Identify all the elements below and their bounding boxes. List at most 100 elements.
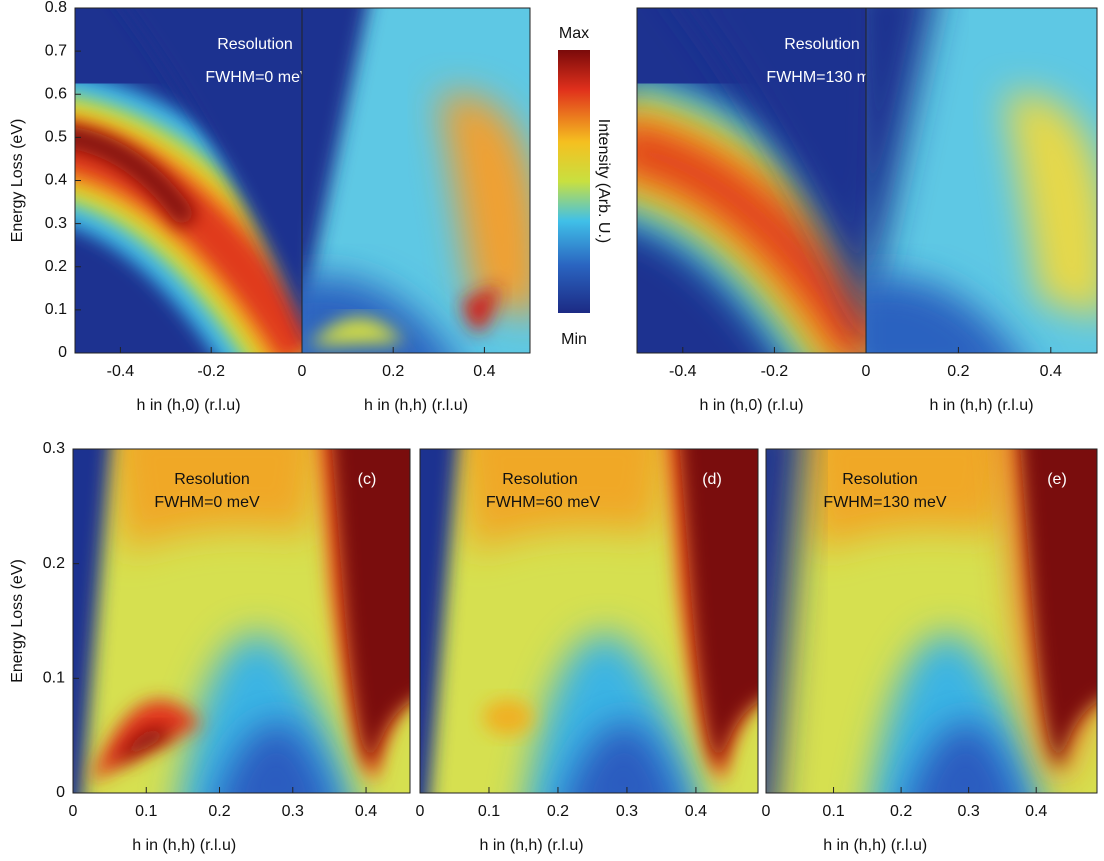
x-tick-label: 0.2	[208, 803, 230, 820]
annotation: FWHM=130 meV	[766, 69, 889, 86]
x-tick-label: 0	[416, 803, 425, 820]
y-tick-label: 0.3	[43, 440, 65, 457]
y-tick-label: 0	[58, 344, 67, 361]
colorbar-label: Intensity (Arb. U.)	[595, 119, 612, 243]
panel-label: (d)	[702, 471, 722, 488]
heatmap-region	[308, 317, 405, 347]
heatmap-region	[1020, 449, 1097, 769]
x-axis-label: h in (h,h) (r.l.u)	[480, 837, 584, 854]
x-tick-label: -0.2	[197, 363, 225, 380]
x-tick-label: 0.2	[382, 363, 404, 380]
heatmap	[766, 449, 1097, 793]
annotation: FWHM=0 meV	[154, 494, 260, 511]
x-tick-label: 0.4	[355, 803, 377, 820]
heatmap	[302, 8, 530, 353]
heatmap-region	[110, 449, 321, 553]
annotation: Resolution	[217, 36, 293, 53]
x-tick-label: -0.4	[669, 363, 697, 380]
x-axis-label: h in (h,h) (r.l.u)	[823, 837, 927, 854]
y-tick-label: 0.1	[43, 670, 65, 687]
heatmap-region	[866, 8, 933, 317]
heatmap-region	[218, 722, 333, 793]
x-tick-label: 0	[298, 363, 307, 380]
heatmap-region	[909, 722, 1021, 793]
plot-frame	[865, 7, 1098, 354]
heatmap-region	[331, 449, 410, 769]
panel-label: (e)	[1047, 471, 1067, 488]
annotation: Resolution	[784, 36, 860, 53]
x-tick-label: 0.4	[685, 803, 707, 820]
x-tick-label: 0	[862, 363, 871, 380]
plot-frame	[72, 448, 411, 794]
y-tick-label: 0.6	[45, 85, 67, 102]
x-axis-label: h in (h,h) (r.l.u)	[132, 837, 236, 854]
x-tick-label: -0.4	[107, 363, 135, 380]
annotation: FWHM=130 meV	[823, 494, 946, 511]
x-tick-label: 0.3	[958, 803, 980, 820]
heatmap-region	[302, 8, 368, 317]
heatmap	[75, 8, 302, 353]
heatmap-region	[766, 449, 803, 793]
x-axis-label: h in (h,h) (r.l.u)	[929, 397, 1033, 414]
x-tick-label: 0.4	[473, 363, 495, 380]
heatmap	[73, 449, 410, 793]
panel-label: (c)	[358, 471, 377, 488]
x-axis-label: h in (h,0) (r.l.u)	[136, 397, 240, 414]
x-axis-label: h in (h,h) (r.l.u)	[364, 397, 468, 414]
annotation: FWHM=60 meV	[486, 494, 601, 511]
y-tick-label: 0.3	[45, 215, 67, 232]
y-tick-label: 0.2	[45, 258, 67, 275]
x-tick-label: 0.3	[616, 803, 638, 820]
plot-frame	[419, 448, 759, 794]
x-tick-label: 0.1	[478, 803, 500, 820]
x-tick-label: 0.2	[947, 363, 969, 380]
annotation: Resolution	[842, 471, 918, 488]
y-tick-label: 0.4	[45, 172, 67, 189]
colorbar	[558, 50, 590, 313]
heatmap-region	[1004, 93, 1097, 316]
plot-frame	[301, 7, 531, 354]
heatmap-region	[438, 93, 530, 316]
x-tick-label: 0.2	[890, 803, 912, 820]
colorbar-min: Min	[561, 331, 587, 348]
x-tick-label: 0.2	[547, 803, 569, 820]
y-axis-label: Energy Loss (eV)	[9, 559, 26, 683]
x-axis-label: h in (h,0) (r.l.u)	[699, 397, 803, 414]
y-tick-label: 0.2	[43, 555, 65, 572]
heatmap-region	[420, 449, 458, 793]
x-tick-label: 0.1	[822, 803, 844, 820]
heatmap-region	[679, 449, 758, 769]
heatmap-region	[458, 449, 669, 553]
heatmap-region	[687, 8, 866, 327]
x-tick-label: 0.4	[1040, 363, 1062, 380]
heatmap-region	[803, 449, 1010, 553]
y-tick-label: 0.7	[45, 42, 67, 59]
heatmap-region	[124, 8, 302, 327]
y-axis-label: Energy Loss (eV)	[9, 119, 26, 243]
y-tick-label: 0	[56, 784, 65, 801]
heatmap-region	[461, 284, 501, 332]
heatmap-band	[637, 125, 866, 353]
y-tick-label: 0.5	[45, 129, 67, 146]
heatmap-region	[73, 449, 111, 793]
y-tick-label: 0.8	[45, 0, 67, 16]
x-tick-label: 0	[69, 803, 78, 820]
heatmap-region	[866, 277, 1017, 353]
heatmap	[637, 8, 866, 353]
heatmap-region	[566, 722, 681, 793]
annotation: Resolution	[174, 471, 250, 488]
x-tick-label: 0.3	[282, 803, 304, 820]
x-tick-label: -0.2	[761, 363, 789, 380]
heatmap	[420, 449, 758, 793]
annotation: Resolution	[502, 471, 578, 488]
x-tick-label: 0	[762, 803, 771, 820]
heatmap-region	[482, 699, 533, 736]
x-tick-label: 0.4	[1025, 803, 1047, 820]
y-tick-label: 0.1	[45, 301, 67, 318]
heatmap-region	[113, 728, 175, 766]
heatmap-band	[75, 127, 198, 229]
colorbar-max: Max	[559, 25, 589, 42]
annotation: FWHM=0 meV	[205, 69, 311, 86]
heatmap	[866, 8, 1097, 353]
plot-frame	[765, 448, 1098, 794]
